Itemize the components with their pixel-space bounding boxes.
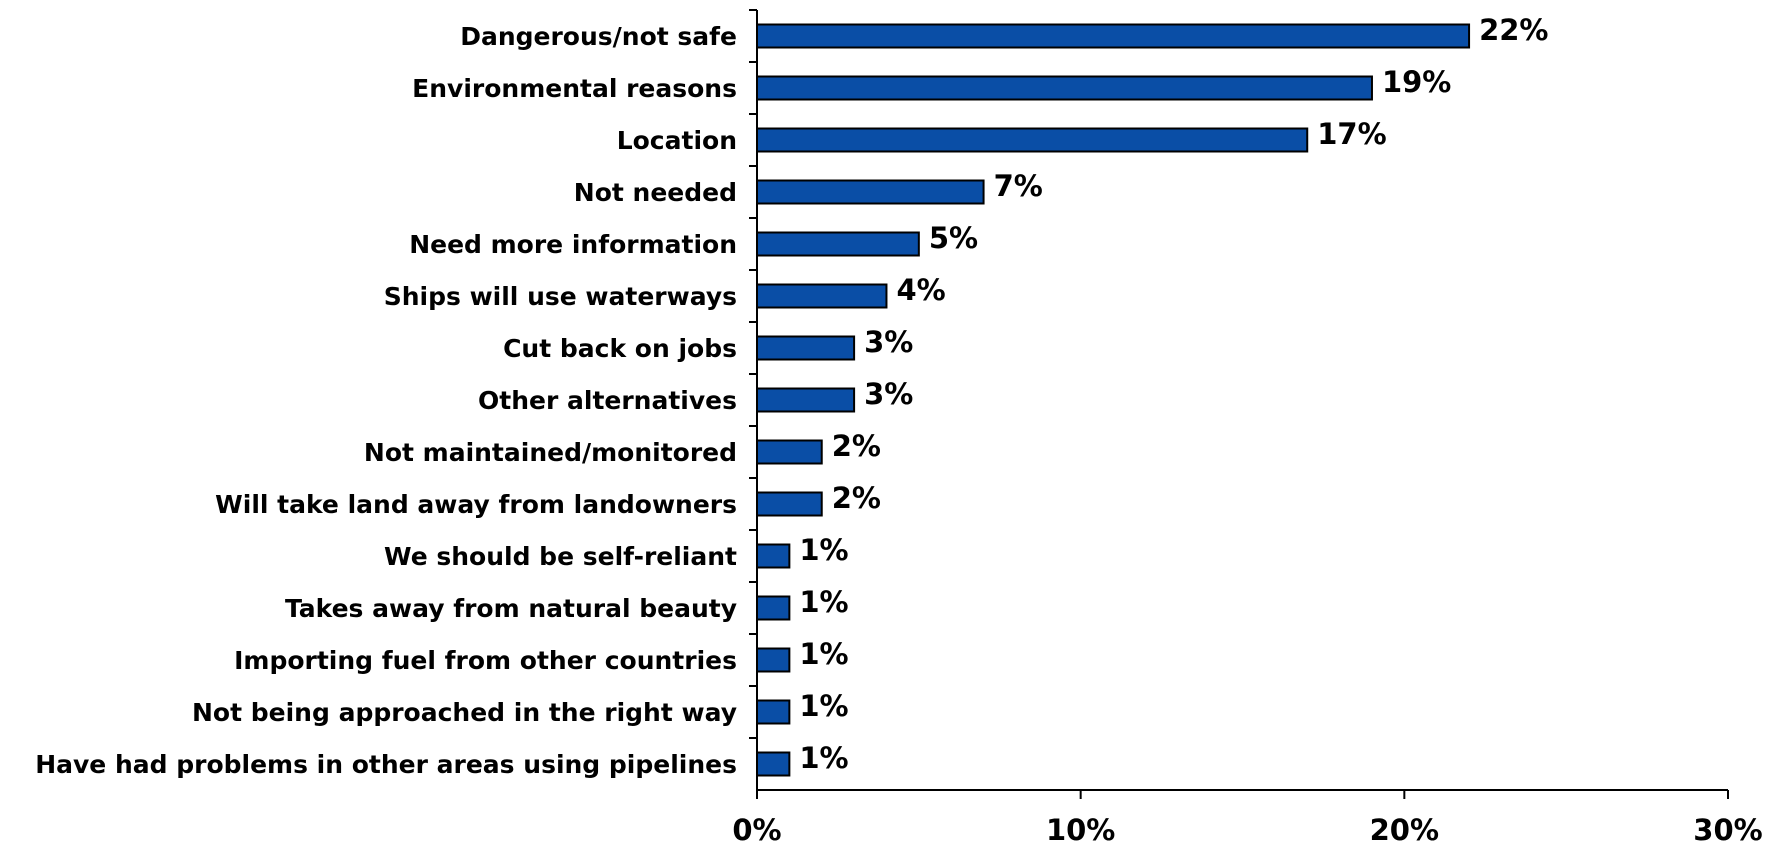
category-label: Takes away from natural beauty [285, 594, 737, 623]
bar [756, 647, 791, 673]
bar-value-label: 17% [1317, 117, 1386, 151]
bar-value-label: 1% [799, 533, 848, 567]
tick-group: 0% 10% 20% 30% [732, 9, 1763, 847]
bar [756, 231, 920, 257]
bar [756, 335, 856, 361]
category-label: Dangerous/not safe [460, 22, 737, 51]
bar [756, 387, 856, 413]
bar-value-label: 7% [994, 169, 1043, 203]
bar-value-label: 19% [1382, 65, 1451, 99]
bar-value-label: 1% [799, 585, 848, 619]
category-label: We should be self-reliant [384, 542, 737, 571]
category-label: Not needed [574, 178, 737, 207]
category-label: Not being approached in the right way [192, 698, 737, 727]
bar-value-label: 2% [832, 429, 881, 463]
bar [756, 75, 1373, 101]
category-label: Ships will use waterways [384, 282, 737, 311]
bar [756, 699, 791, 725]
x-tick-label: 0% [732, 813, 781, 847]
category-label: Importing fuel from other countries [234, 646, 737, 675]
category-label-group: Dangerous/not safe Environmental reasons L… [35, 22, 737, 779]
bar-value-label: 1% [799, 637, 848, 671]
bar [756, 127, 1309, 153]
category-label: Not maintained/monitored [364, 438, 737, 467]
x-tick-label: 10% [1046, 813, 1115, 847]
category-label: Need more information [409, 230, 737, 259]
category-label: Environmental reasons [412, 74, 737, 103]
bar-value-label: 3% [864, 325, 913, 359]
category-label: Location [617, 126, 737, 155]
value-label-group: 22% 19% 17% 7% 5% 4% 3% 3% 2% 2% 1% 1% 1% 1% 1% [799, 13, 1548, 775]
bar-value-label: 5% [929, 221, 978, 255]
bar [756, 543, 791, 569]
bar [756, 595, 791, 621]
category-label: Other alternatives [478, 386, 737, 415]
bar [756, 179, 985, 205]
bar-value-label: 22% [1479, 13, 1548, 47]
x-tick-label: 30% [1693, 813, 1762, 847]
bar [756, 439, 823, 465]
bar-value-label: 1% [799, 689, 848, 723]
category-label: Will take land away from landowners [215, 490, 737, 519]
x-tick-label: 20% [1370, 813, 1439, 847]
bar-value-label: 1% [799, 741, 848, 775]
bar-value-label: 2% [832, 481, 881, 515]
axes-group [756, 10, 1728, 798]
bar [756, 751, 791, 777]
bar [756, 283, 888, 309]
bar [756, 23, 1471, 49]
category-label: Have had problems in other areas using p… [35, 750, 737, 779]
bar [756, 491, 823, 517]
category-label: Cut back on jobs [503, 334, 737, 363]
bar-value-label: 4% [896, 273, 945, 307]
bar-value-label: 3% [864, 377, 913, 411]
